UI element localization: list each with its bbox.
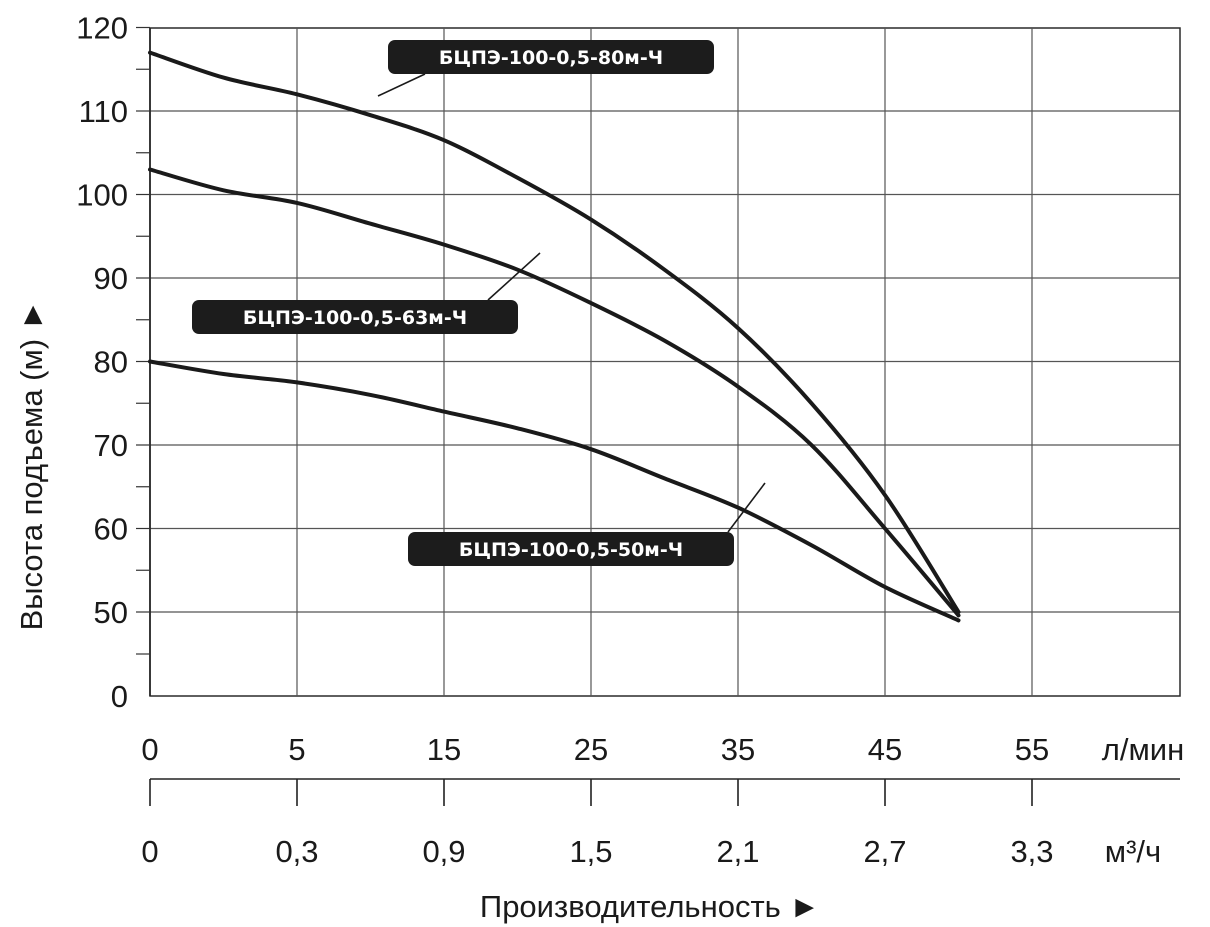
x-tick-label-primary: 15 — [427, 732, 461, 767]
series-line — [148, 167, 961, 618]
x-tick-label-primary: 5 — [288, 732, 305, 767]
y-tick-label: 70 — [94, 428, 128, 463]
y-axis: 0 50 60 70 80 90 100 110 120 — [76, 11, 151, 714]
curves — [148, 50, 961, 623]
x-unit-primary: л/мин — [1102, 732, 1184, 767]
y-tick-label: 110 — [79, 94, 128, 129]
x-tick-label-secondary: 3,3 — [1010, 834, 1053, 869]
series-label-box — [408, 532, 734, 566]
x-tick-label-secondary: 0,9 — [422, 834, 465, 869]
y-axis-title: Высота подъема (м) ► — [14, 300, 49, 631]
x-tick-label-primary: 55 — [1015, 732, 1049, 767]
x-axis-title: Производительность ► — [480, 889, 820, 924]
x-tick-label-primary: 45 — [868, 732, 902, 767]
y-tick-label: 50 — [94, 595, 128, 630]
y-tick-label: 90 — [94, 261, 128, 296]
x-tick-label-primary: 0 — [141, 732, 158, 767]
x-tick-label-secondary: 2,1 — [716, 834, 759, 869]
label-leader-line — [727, 482, 766, 533]
x-tick-label-secondary: 0 — [141, 834, 158, 869]
x-tick-label-secondary: 2,7 — [863, 834, 906, 869]
x-unit-secondary: м³/ч — [1105, 834, 1161, 869]
x-tick-label-primary: 25 — [574, 732, 608, 767]
y-tick-label: 120 — [76, 11, 128, 46]
y-tick-label: 80 — [94, 345, 128, 380]
series-line — [148, 359, 961, 623]
label-leader-line — [487, 252, 541, 301]
label-leader-line — [377, 73, 426, 97]
x-tick-label-secondary: 1,5 — [569, 834, 612, 869]
x-tick-label-secondary: 0,3 — [275, 834, 318, 869]
curve-labels: БЦПЭ-100-0,5-80м-Ч БЦПЭ-100-0,5-63м-Ч БЦПЭ… — [192, 40, 766, 566]
y-tick-label: 60 — [94, 512, 128, 547]
x-tick-label-primary: 35 — [721, 732, 755, 767]
series-label: БЦПЭ-100-0,5-50м-Ч — [459, 539, 683, 561]
series-label-box — [192, 300, 518, 334]
series-label: БЦПЭ-100-0,5-63м-Ч — [243, 307, 467, 329]
x-axis-primary: 0 5 15 25 35 45 55 — [141, 732, 1180, 806]
y-tick-label: 100 — [76, 178, 128, 213]
y-tick-label: 0 — [111, 679, 128, 714]
series-line — [148, 50, 961, 614]
x-axis-secondary: 0 0,3 0,9 1,5 2,1 2,7 3,3 — [141, 834, 1053, 869]
series-label: БЦПЭ-100-0,5-80м-Ч — [439, 47, 663, 69]
series-label-box — [388, 40, 714, 74]
